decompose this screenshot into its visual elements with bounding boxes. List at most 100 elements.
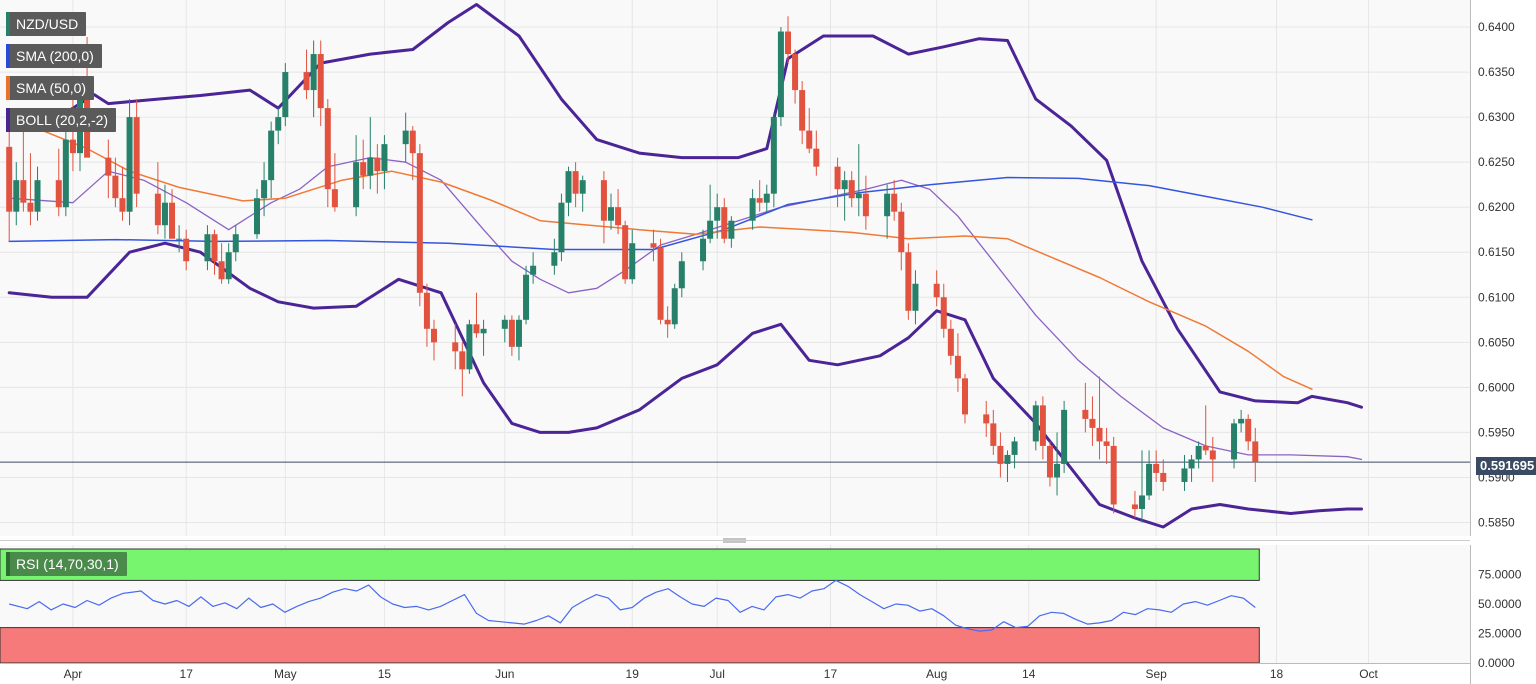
candle-body-up[interactable] [1195,445,1202,460]
candle-body-up[interactable] [530,265,537,275]
candle-body-up[interactable] [523,274,530,320]
candle-body-up[interactable] [551,252,558,266]
candle-body-down[interactable] [183,238,190,262]
candle-body-down[interactable] [664,319,671,325]
candle-body-down[interactable] [112,175,119,199]
candle-body-down[interactable] [898,211,905,253]
candle-body-up[interactable] [1231,423,1238,460]
candle-body-up[interactable] [1146,463,1153,496]
candle-body-down[interactable] [622,225,629,280]
candle-body-up[interactable] [841,180,848,190]
candle-body-down[interactable] [997,445,1004,464]
candle-body-down[interactable] [27,202,34,212]
candle-body-down[interactable] [600,180,607,221]
candle-body-up[interactable] [1004,454,1011,464]
candle-body-up[interactable] [558,202,565,253]
candle-body-up[interactable] [62,139,69,208]
candle-body-down[interactable] [813,148,820,167]
candle-body-up[interactable] [700,238,707,262]
candle-body-down[interactable] [317,54,324,109]
candle-body-up[interactable] [310,54,317,91]
legend-sma200[interactable]: SMA (200,0) [6,44,102,68]
candle-body-down[interactable] [792,54,799,91]
candle-body-up[interactable] [268,130,275,181]
legend-sma50[interactable]: SMA (50,0) [6,76,95,100]
candle-body-down[interactable] [133,117,140,194]
candle-body-down[interactable] [657,247,664,320]
candle-body-down[interactable] [962,378,968,415]
candle-body-up[interactable] [714,207,721,221]
candle-body-down[interactable] [891,193,898,212]
candle-body-down[interactable] [1131,504,1138,509]
candle-body-down[interactable] [799,90,806,131]
candle-body-up[interactable] [579,180,586,194]
candle-body-down[interactable] [785,31,791,55]
candle-body-down[interactable] [6,146,13,212]
candle-body-down[interactable] [331,189,338,208]
candle-body-down[interactable] [459,351,466,370]
candle-body-up[interactable] [204,234,211,262]
candle-body-down[interactable] [1160,472,1167,482]
candle-body-down[interactable] [1046,445,1053,478]
candle-body-down[interactable] [20,180,27,203]
candle-body-down[interactable] [423,292,430,329]
candle-body-up[interactable] [565,171,572,203]
candle-body-up[interactable] [1188,459,1195,469]
candle-body-down[interactable] [1096,427,1103,442]
candle-body-up[interactable] [254,198,260,235]
candle-body-down[interactable] [933,283,940,298]
legend-boll[interactable]: BOLL (20,2,-2) [6,108,117,132]
candle-body-up[interactable] [707,220,714,239]
candle-body-up[interactable] [13,180,20,212]
candle-body-down[interactable] [834,166,841,190]
candle-body-down[interactable] [947,328,954,356]
candle-body-up[interactable] [515,319,522,347]
candle-body-down[interactable] [1153,463,1160,473]
candle-body-up[interactable] [225,252,232,280]
candle-body-up[interactable] [749,198,756,221]
candle-body-down[interactable] [1082,409,1089,419]
candle-body-down[interactable] [572,171,579,194]
candle-body-up[interactable] [232,234,239,253]
candle-body-down[interactable] [374,157,381,172]
candle-body-up[interactable] [678,261,685,289]
candle-body-up[interactable] [763,193,770,203]
candle-body-down[interactable] [360,162,367,176]
candle-body-up[interactable] [855,193,862,199]
candle-body-down[interactable] [615,207,622,226]
candle-body-down[interactable] [154,193,161,226]
candle-body-down[interactable] [940,297,947,329]
candle-body-up[interactable] [126,117,133,212]
candle-body-up[interactable] [608,207,614,221]
candle-body-down[interactable] [105,157,112,176]
candle-body-up[interactable] [275,117,282,131]
candle-body-down[interactable] [806,130,813,149]
candle-body-down[interactable] [1103,441,1110,446]
candle-body-down[interactable] [69,139,76,154]
candle-body-down[interactable] [756,198,763,203]
candle-body-down[interactable] [862,193,869,217]
candle-body-down[interactable] [1202,445,1209,451]
candle-body-down[interactable] [452,342,459,352]
candle-body-up[interactable] [770,117,777,194]
candle-body-down[interactable] [650,243,657,248]
candle-body-down[interactable] [211,234,218,262]
candle-body-up[interactable] [1061,409,1068,464]
candle-body-up[interactable] [501,319,508,329]
candle-body-up[interactable] [1054,463,1061,478]
candle-body-up[interactable] [261,180,268,199]
candle-body-down[interactable] [1110,445,1117,505]
candle-body-down[interactable] [303,72,310,91]
candle-body-up[interactable] [1181,468,1188,482]
candle-body-up[interactable] [353,162,360,208]
candle-body-up[interactable] [34,180,41,212]
candle-body-down[interactable] [905,252,912,311]
candle-body-down[interactable] [721,207,728,239]
candle-body-up[interactable] [884,193,891,217]
candle-body-up[interactable] [480,328,487,334]
candle-body-down[interactable] [1089,418,1096,428]
candle-body-up[interactable] [367,157,374,176]
candle-body-up[interactable] [777,31,784,118]
candle-body-up[interactable] [402,130,409,145]
candle-body-up[interactable] [728,220,735,239]
